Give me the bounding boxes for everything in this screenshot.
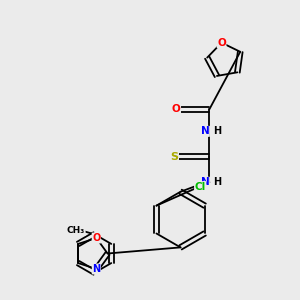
Text: N: N: [201, 177, 209, 187]
Text: H: H: [213, 126, 221, 136]
Text: H: H: [213, 177, 221, 187]
Text: N: N: [201, 126, 209, 136]
Text: O: O: [217, 38, 226, 48]
Text: CH₃: CH₃: [67, 226, 85, 236]
Text: O: O: [92, 233, 100, 243]
Text: O: O: [172, 104, 181, 114]
Text: N: N: [92, 264, 101, 274]
Text: S: S: [170, 152, 178, 162]
Text: Cl: Cl: [195, 182, 206, 192]
